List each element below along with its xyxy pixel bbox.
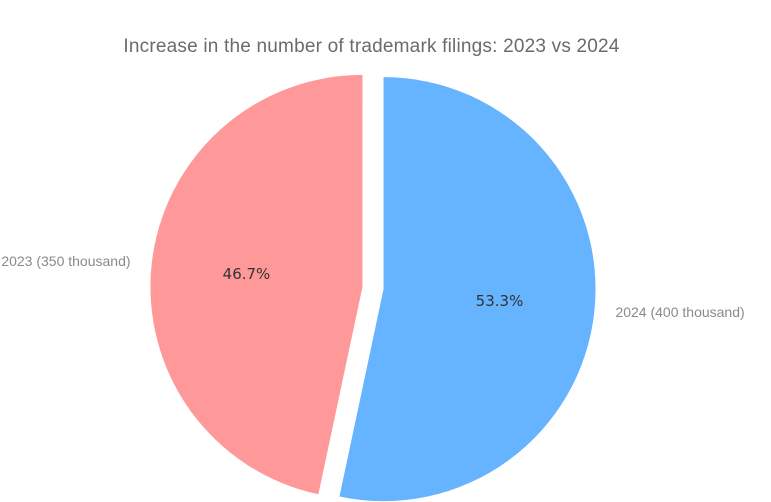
pie-slices (150, 74, 596, 502)
pie-slice-2 (339, 77, 596, 502)
slice-percent-label: 53.3% (476, 292, 524, 310)
chart-title: Increase in the number of trademark fili… (123, 36, 620, 57)
slice-category-label: 2023 (350 thousand) (1, 253, 130, 269)
slice-percent-label: 46.7% (223, 265, 271, 283)
pie-slice-1 (150, 74, 363, 495)
slice-category-label: 2024 (400 thousand) (615, 304, 744, 320)
pie-labels: 46.7% 2023 (350 thousand) 53.3% 2024 (400 t… (1, 253, 744, 320)
